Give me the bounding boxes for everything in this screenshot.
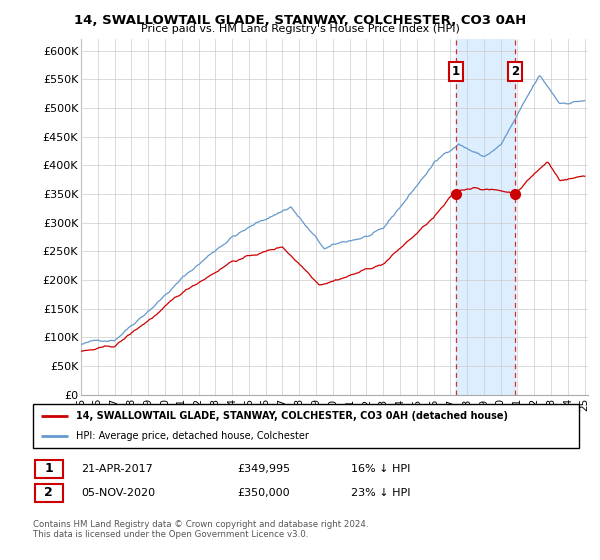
Text: 21-APR-2017: 21-APR-2017 xyxy=(81,464,153,474)
Text: £349,995: £349,995 xyxy=(237,464,290,474)
Text: 14, SWALLOWTAIL GLADE, STANWAY, COLCHESTER, CO3 0AH (detached house): 14, SWALLOWTAIL GLADE, STANWAY, COLCHEST… xyxy=(76,411,508,421)
Text: Price paid vs. HM Land Registry's House Price Index (HPI): Price paid vs. HM Land Registry's House … xyxy=(140,24,460,34)
FancyBboxPatch shape xyxy=(33,404,579,448)
Text: 23% ↓ HPI: 23% ↓ HPI xyxy=(351,488,410,498)
FancyBboxPatch shape xyxy=(35,460,62,478)
Bar xyxy=(455,39,515,395)
FancyBboxPatch shape xyxy=(35,484,62,502)
Text: HPI: Average price, detached house, Colchester: HPI: Average price, detached house, Colc… xyxy=(76,431,308,441)
Text: 1: 1 xyxy=(44,462,53,475)
Text: £350,000: £350,000 xyxy=(237,488,290,498)
Text: Contains HM Land Registry data © Crown copyright and database right 2024.
This d: Contains HM Land Registry data © Crown c… xyxy=(33,520,368,539)
Text: 1: 1 xyxy=(451,65,460,78)
Text: 16% ↓ HPI: 16% ↓ HPI xyxy=(351,464,410,474)
Text: 05-NOV-2020: 05-NOV-2020 xyxy=(81,488,155,498)
Text: 2: 2 xyxy=(511,65,519,78)
Text: 14, SWALLOWTAIL GLADE, STANWAY, COLCHESTER, CO3 0AH: 14, SWALLOWTAIL GLADE, STANWAY, COLCHEST… xyxy=(74,14,526,27)
Text: 2: 2 xyxy=(44,486,53,500)
